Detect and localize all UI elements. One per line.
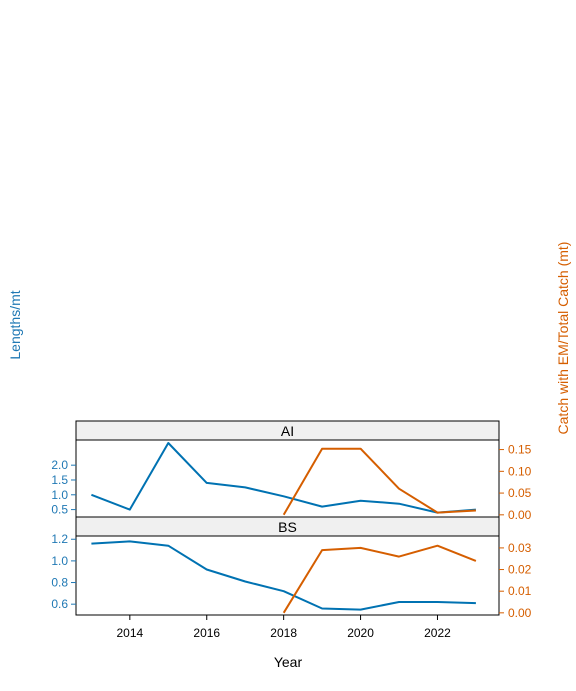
y-left-tick-label-bs: 0.6 — [51, 597, 68, 611]
strip-label-bs: BS — [278, 519, 297, 535]
x-tick-label: 2022 — [424, 626, 451, 640]
series-line-bs-lengths — [91, 540, 476, 611]
panel-frame-bs — [75, 535, 500, 616]
y-left-tick-label-ai: 0.5 — [51, 503, 68, 517]
x-axis-title: Year — [274, 654, 303, 670]
y-left-tick-label-ai: 1.5 — [51, 473, 68, 487]
y-left-tick-label-bs: 1.0 — [51, 554, 68, 568]
x-tick-label: 2020 — [347, 626, 374, 640]
x-tick-label: 2016 — [193, 626, 220, 640]
series-line-ai-catch-ratio — [282, 447, 476, 516]
strip-label-ai: AI — [281, 423, 294, 439]
y-left-title: Lengths/mt — [7, 290, 23, 359]
y-right-tick-label-ai: 0.15 — [508, 443, 532, 457]
y-right-tick-label-ai: 0.00 — [508, 508, 532, 522]
panel-frame-ai — [75, 439, 500, 518]
y-left-tick-label-ai: 2.0 — [51, 458, 68, 472]
x-tick-label: 2018 — [270, 626, 297, 640]
y-right-tick-label-bs: 0.02 — [508, 563, 532, 577]
y-left-tick-label-bs: 0.8 — [51, 576, 68, 590]
y-left-tick-label-ai: 1.0 — [51, 488, 68, 502]
series-line-ai-lengths — [91, 442, 476, 514]
y-left-tick-label-bs: 1.2 — [51, 532, 68, 546]
y-right-tick-label-ai: 0.10 — [508, 464, 532, 478]
series-line-bs-catch-ratio — [282, 544, 477, 614]
y-right-tick-label-bs: 0.01 — [508, 584, 532, 598]
y-right-tick-label-ai: 0.05 — [508, 486, 532, 500]
y-right-title: Catch with EM/Total Catch (mt) — [555, 242, 571, 435]
x-tick-label: 2014 — [116, 626, 143, 640]
y-right-tick-label-bs: 0.00 — [508, 606, 532, 620]
y-right-tick-label-bs: 0.03 — [508, 541, 532, 555]
